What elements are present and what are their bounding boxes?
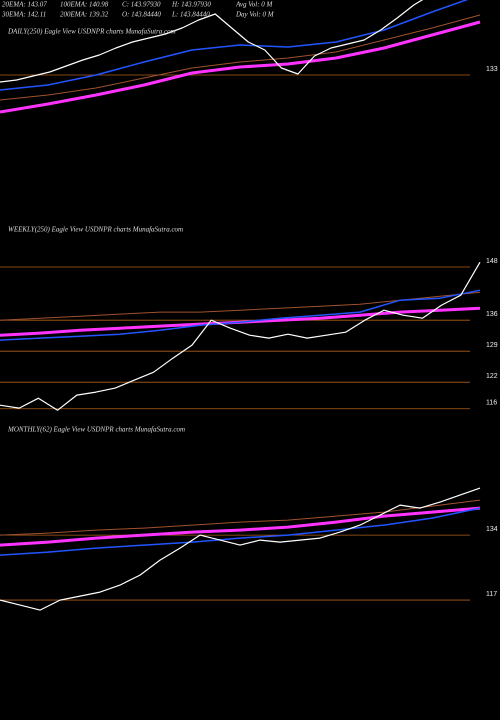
y-tick-label: 148 xyxy=(486,258,498,265)
info-label: 20EMA: 143.07 xyxy=(2,1,47,9)
price-line xyxy=(0,261,481,411)
y-tick-label: 122 xyxy=(486,373,498,380)
price-line xyxy=(0,289,481,341)
y-tick-label: 134 xyxy=(486,526,498,533)
y-tick-label: 133 xyxy=(486,66,498,73)
info-label: Avg Vol: 0 M xyxy=(235,1,274,9)
info-label: O: 143.84440 xyxy=(122,11,161,19)
panel-title: DAILY(250) Eagle View USDNPR charts Muna… xyxy=(7,28,176,36)
info-label: L: 143.84440 xyxy=(171,11,210,19)
panel-title: WEEKLY(250) Eagle View USDNPR charts Mun… xyxy=(8,226,183,234)
info-label: 100EMA: 140.98 xyxy=(60,1,109,9)
y-tick-label: 136 xyxy=(486,311,498,318)
price-line xyxy=(0,507,481,556)
price-line xyxy=(0,0,469,91)
plot-area xyxy=(0,261,481,411)
price-line xyxy=(0,487,481,611)
info-label: H: 143.97930 xyxy=(171,1,211,9)
panel-title: MONTHLY(62) Eagle View USDNPR charts Mun… xyxy=(7,426,185,434)
plot-area xyxy=(0,487,481,611)
price-line xyxy=(0,20,481,114)
price-line xyxy=(0,506,481,547)
info-label: Day Vol: 0 M xyxy=(235,11,275,19)
info-label: 200EMA: 139.32 xyxy=(60,11,109,19)
info-label: 30EMA: 142.11 xyxy=(1,11,46,19)
price-line xyxy=(0,499,481,536)
plot-area xyxy=(0,0,481,114)
y-tick-label: 116 xyxy=(486,400,497,407)
price-line xyxy=(0,14,481,101)
y-tick-label: 129 xyxy=(486,342,498,349)
price-line xyxy=(0,0,424,83)
y-tick-label: 117 xyxy=(486,591,497,598)
info-label: C: 143.97930 xyxy=(122,1,161,9)
